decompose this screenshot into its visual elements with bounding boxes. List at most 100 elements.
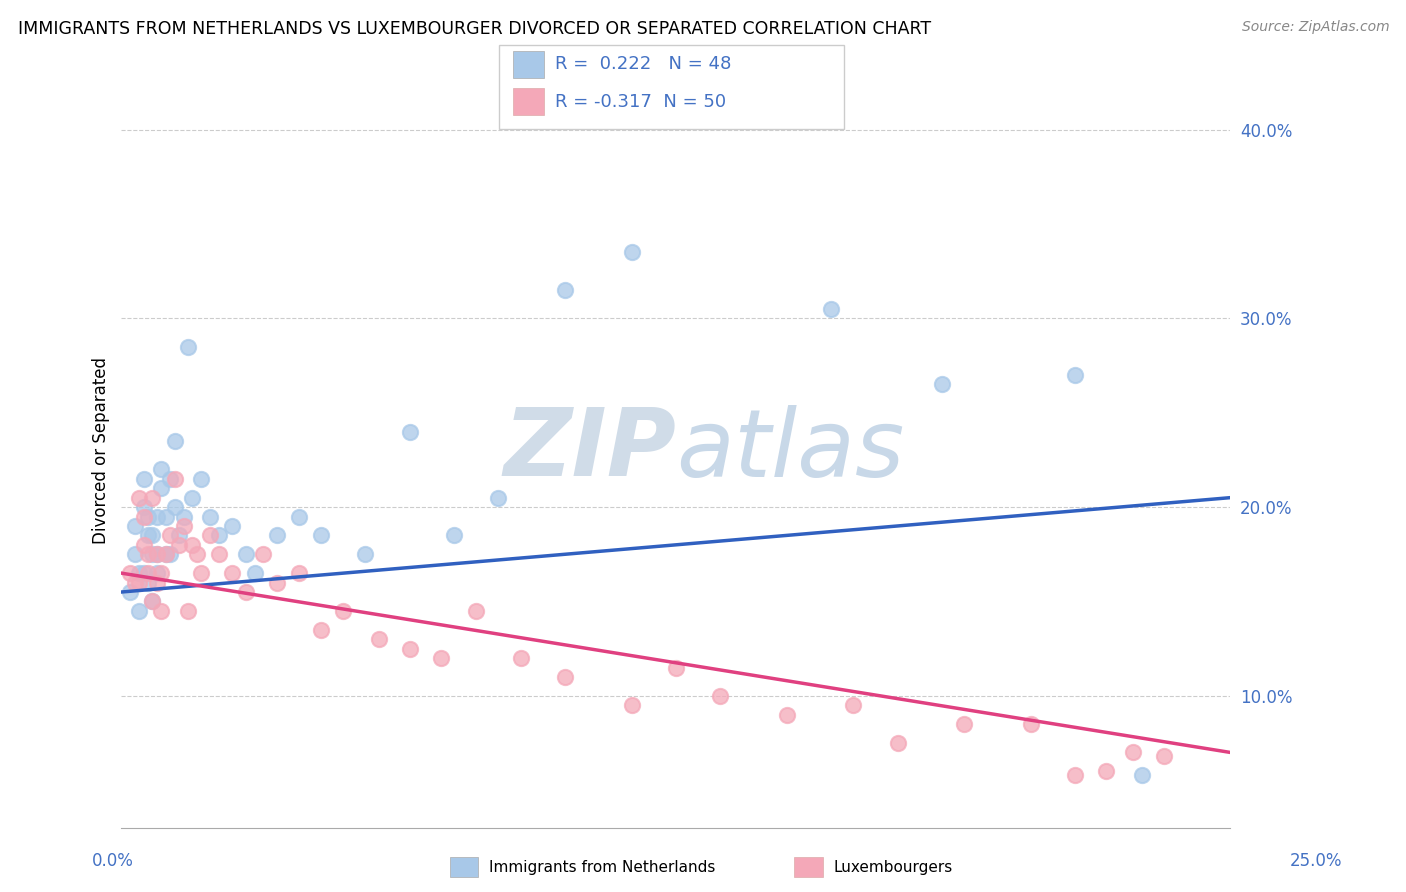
Point [173,509,195,524]
Point [266,575,288,590]
Point [198,528,221,542]
Point [146,509,169,524]
Point [155,547,177,561]
Point [136,528,159,542]
Point [146,547,169,561]
Text: atlas: atlas [676,405,904,496]
Text: IMMIGRANTS FROM NETHERLANDS VS LUXEMBOURGER DIVORCED OR SEPARATED CORRELATION CH: IMMIGRANTS FROM NETHERLANDS VS LUXEMBOUR… [18,20,931,37]
Point [150,566,173,581]
Point [509,651,531,665]
Point [620,245,643,260]
Point [177,604,200,618]
Point [465,604,488,618]
Point [665,660,688,674]
Point [132,500,155,514]
Point [309,623,332,637]
Point [146,547,169,561]
Point [150,604,173,618]
Point [132,566,155,581]
Point [886,736,908,750]
Point [186,547,208,561]
Point [221,519,243,533]
Point [354,547,377,561]
Point [488,491,510,505]
Point [136,509,159,524]
Point [1064,368,1087,382]
Point [1122,746,1144,760]
Y-axis label: Divorced or Separated: Divorced or Separated [93,357,110,544]
Point [163,434,186,448]
Point [1130,768,1153,782]
Point [128,491,150,505]
Point [235,585,257,599]
Point [953,717,976,731]
Point [146,566,169,581]
Point [198,509,221,524]
Point [136,575,159,590]
Point [132,538,155,552]
Point [128,566,150,581]
Point [150,462,173,476]
Point [167,528,190,542]
Point [190,472,212,486]
Point [163,472,186,486]
Point [1019,717,1042,731]
Point [776,707,799,722]
Point [1064,768,1087,782]
Text: R = -0.317  N = 50: R = -0.317 N = 50 [555,93,727,111]
Point [309,528,332,542]
Point [155,509,177,524]
Point [128,575,150,590]
Point [159,547,181,561]
Text: Luxembourgers: Luxembourgers [834,860,953,874]
Text: R =  0.222   N = 48: R = 0.222 N = 48 [555,55,731,73]
Point [554,283,576,297]
Point [173,519,195,533]
Point [931,377,953,392]
Point [709,689,731,703]
Point [620,698,643,713]
Point [136,547,159,561]
Point [252,547,274,561]
Point [167,538,190,552]
Point [288,566,311,581]
Point [141,528,163,542]
Point [132,472,155,486]
Text: 25.0%: 25.0% [1291,852,1343,870]
Point [398,425,420,439]
Point [443,528,465,542]
Point [235,547,257,561]
Point [124,547,146,561]
Point [181,538,204,552]
Point [288,509,311,524]
Point [266,528,288,542]
Point [332,604,354,618]
Point [159,472,181,486]
Point [163,500,186,514]
Text: ZIP: ZIP [503,404,676,497]
Point [141,491,163,505]
Point [124,575,146,590]
Point [430,651,453,665]
Point [1153,749,1175,764]
Point [398,641,420,656]
Point [190,566,212,581]
Point [159,528,181,542]
Point [243,566,266,581]
Text: Immigrants from Netherlands: Immigrants from Netherlands [489,860,716,874]
Point [155,547,177,561]
Text: Source: ZipAtlas.com: Source: ZipAtlas.com [1241,20,1389,34]
Point [141,594,163,608]
Point [146,575,169,590]
Point [124,519,146,533]
Point [120,585,142,599]
Point [150,481,173,495]
Point [842,698,865,713]
Point [208,528,231,542]
Point [208,547,231,561]
Point [136,566,159,581]
Point [141,594,163,608]
Point [367,632,389,647]
Point [820,301,842,316]
Point [128,604,150,618]
